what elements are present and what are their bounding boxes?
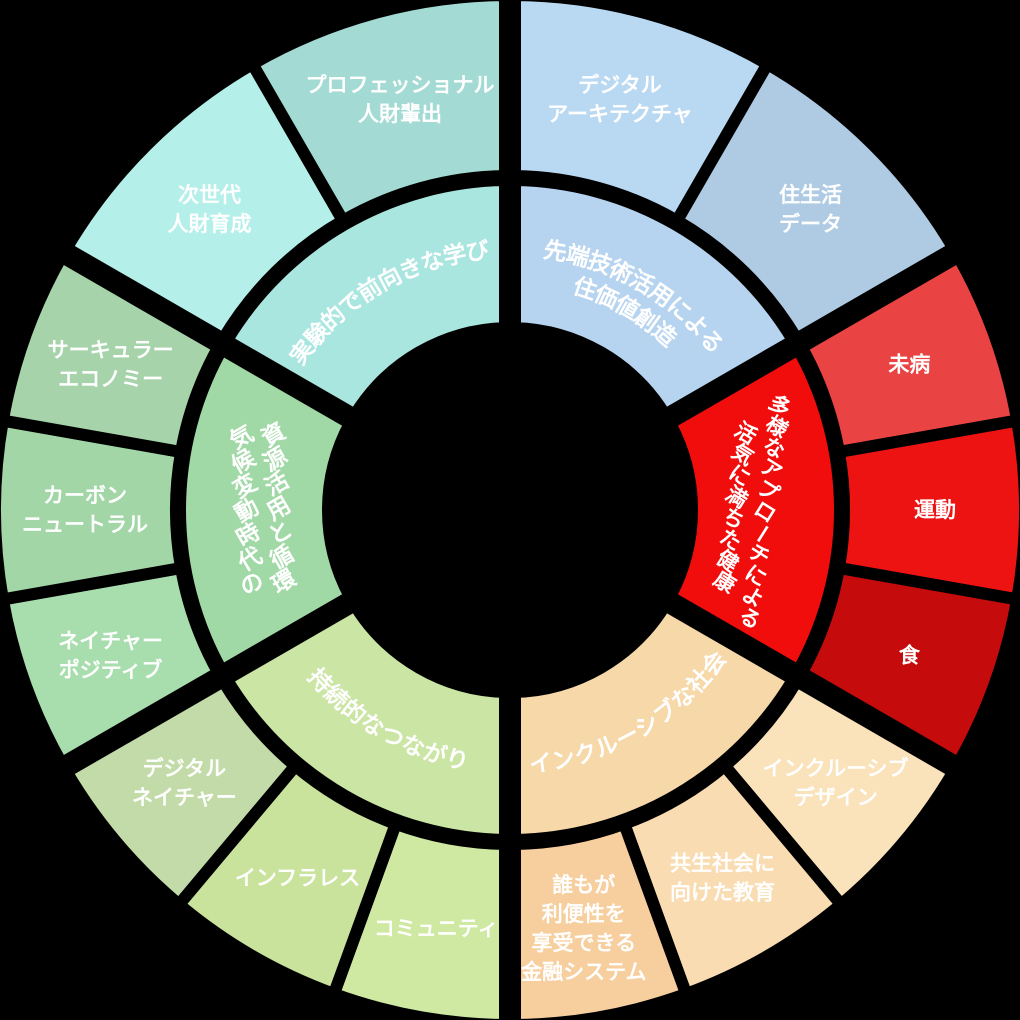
inclusive-design-label: インクルーシブデザイン [763,757,909,810]
financial-system-segment [509,817,693,1020]
food-segment [795,562,1020,770]
carbon-neutral-label: カーボンニュートラル [22,484,148,537]
food-label: 食 [899,643,921,667]
circular-economy-label: サーキュラーエコノミー [48,338,174,391]
professional-hr-label: プロフェッショナル人財輩出 [306,73,495,126]
living-data-label: 住生活データ [779,183,842,236]
nature-positive-label: ネイチャーポジティブ [58,629,163,682]
digital-architecture-label: デジタルアーキテクチャ [547,73,693,126]
digital-nature-label: デジタルネイチャー [132,757,237,810]
symbiotic-education-label: 共生社会に向けた教育 [670,852,775,905]
digital-nature-segment [60,675,302,911]
climate-resources-sector: ネイチャーポジティブカーボンニュートラルサーキュラーエコノミー気候変動時代の資源… [0,250,356,770]
mibyo-label: 未病 [888,353,930,377]
professional-hr-segment [246,0,511,227]
exercise-label: 運動 [914,498,956,522]
infra-less-label: インフラレス [235,866,360,890]
inclusive-society-sector: インクルーシブデザイン共生社会に向けた教育誰もが利便性を享受できる金融システムイ… [509,599,960,1020]
community-label: コミュニティ [374,917,499,941]
financial-system-label: 誰もが利便性を享受できる金融システム [520,873,646,984]
circular-economy-segment [0,250,225,458]
next-gen-hr-label: 次世代人財育成 [168,183,252,236]
living-data-segment [671,58,960,345]
